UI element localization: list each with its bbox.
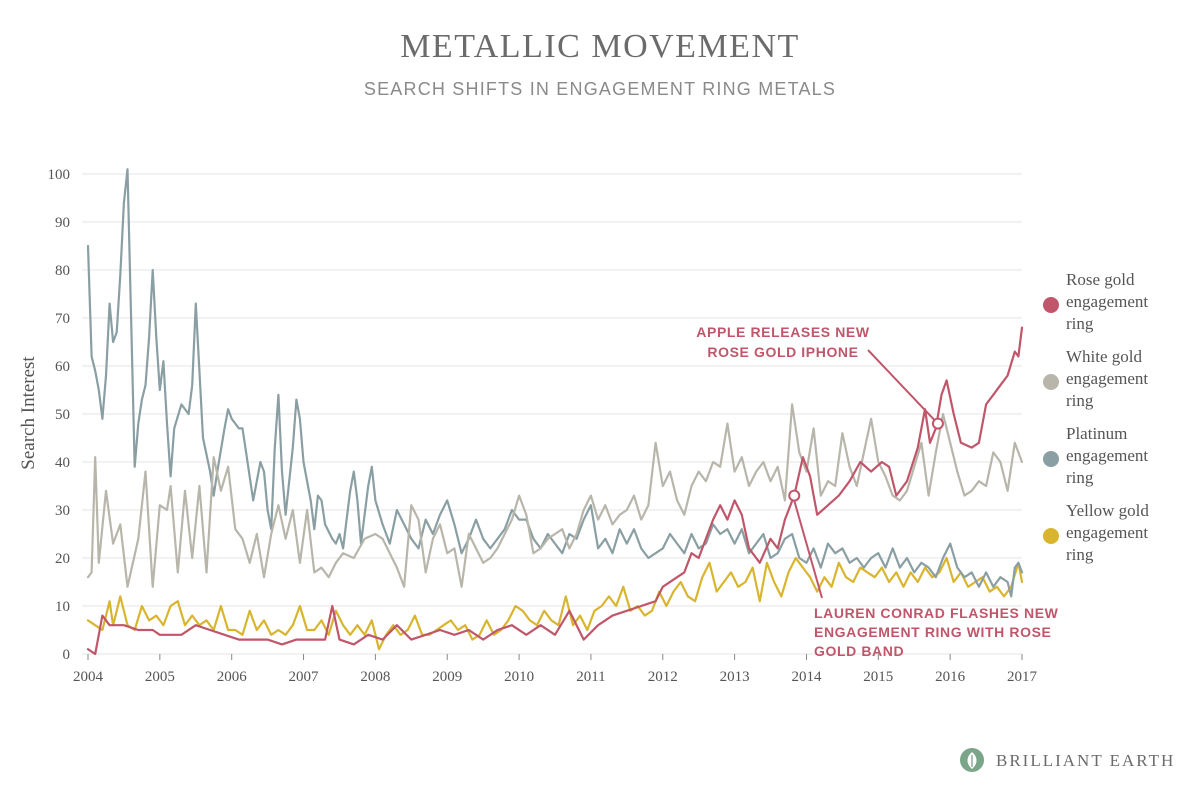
legend-label: ring <box>1066 314 1094 333</box>
y-tick-label: 70 <box>55 311 70 327</box>
legend-swatch <box>1043 374 1059 390</box>
x-tick-label: 2009 <box>432 669 462 685</box>
legend-label: White gold <box>1066 347 1143 366</box>
brand-logo: BRILLIANT EARTH <box>960 748 1175 772</box>
y-tick-label: 90 <box>55 215 70 231</box>
legend-label: engagement <box>1066 292 1148 311</box>
x-axis-ticks: 2004 2005 2006 2007 2008 2009 2010 2011 2012 2013… <box>73 654 1038 685</box>
x-tick-label: 2012 <box>648 669 678 685</box>
x-tick-label: 2008 <box>360 669 390 685</box>
apple-annotation-leader <box>867 349 936 422</box>
legend-label: Platinum <box>1066 424 1127 443</box>
lauren-annotation-marker <box>788 489 801 502</box>
lauren-annotation-line-2: ENGAGEMENT RING WITH ROSE <box>814 624 1051 640</box>
chart-title: METALLIC MOVEMENT <box>400 28 800 65</box>
legend-swatch <box>1043 451 1059 467</box>
chart-subtitle: SEARCH SHIFTS IN ENGAGEMENT RING METALS <box>364 79 836 99</box>
lauren-annotation-line-3: GOLD BAND <box>814 643 904 659</box>
legend-swatch <box>1043 297 1059 313</box>
y-axis-label: Search Interest <box>18 356 39 470</box>
apple-annotation-line-1: APPLE RELEASES NEW <box>696 324 870 340</box>
y-tick-label: 50 <box>55 407 70 423</box>
x-tick-label: 2004 <box>73 669 104 685</box>
lauren-annotation-leader <box>793 500 823 599</box>
x-tick-label: 2017 <box>1007 669 1038 685</box>
series-layer <box>86 168 1024 656</box>
series-line-platinum-engagement-ring <box>86 168 1024 598</box>
y-tick-label: 20 <box>55 551 70 567</box>
series-line-white-gold-engagement-ring <box>86 403 1024 588</box>
apple-annotation-line-2: ROSE GOLD IPHONE <box>707 344 858 360</box>
y-axis-ticks: 0 10 20 30 40 50 60 70 80 90 100 <box>48 167 71 663</box>
legend-swatch <box>1043 528 1059 544</box>
y-tick-label: 60 <box>55 359 70 375</box>
y-tick-label: 80 <box>55 263 70 279</box>
legend-label: Rose gold <box>1066 270 1135 289</box>
y-tick-label: 100 <box>48 167 71 183</box>
legend-label: engagement <box>1066 523 1148 542</box>
series-line-rose-gold-engagement-ring <box>86 326 1024 656</box>
y-tick-label: 30 <box>55 503 70 519</box>
x-tick-label: 2010 <box>504 669 534 685</box>
y-tick-label: 0 <box>63 647 71 663</box>
series-line-yellow-gold-engagement-ring <box>86 556 1024 651</box>
legend-label: ring <box>1066 391 1094 410</box>
x-tick-label: 2011 <box>576 669 605 685</box>
lauren-annotation-line-1: LAUREN CONRAD FLASHES NEW <box>814 605 1059 621</box>
leaf-logo-icon <box>960 748 984 772</box>
legend-label: Yellow gold <box>1066 501 1149 520</box>
x-tick-label: 2016 <box>935 669 966 685</box>
annotation-layer: APPLE RELEASES NEW ROSE GOLD IPHONE LAUR… <box>696 324 1058 659</box>
y-tick-label: 40 <box>55 455 70 471</box>
x-tick-label: 2007 <box>289 669 320 685</box>
legend-label: ring <box>1066 468 1094 487</box>
gridlines <box>82 173 1022 655</box>
apple-annotation-marker <box>931 417 944 430</box>
legend-label: engagement <box>1066 369 1148 388</box>
x-tick-label: 2013 <box>720 669 750 685</box>
x-tick-label: 2015 <box>863 669 893 685</box>
x-tick-label: 2006 <box>217 669 248 685</box>
legend-label: engagement <box>1066 446 1148 465</box>
x-tick-label: 2005 <box>145 669 175 685</box>
x-tick-label: 2014 <box>791 669 822 685</box>
legend-label: ring <box>1066 545 1094 564</box>
y-tick-label: 10 <box>55 599 70 615</box>
legend: Rose gold engagement ring White gold engagem… <box>1043 270 1149 564</box>
brand-name: BRILLIANT EARTH <box>996 751 1175 770</box>
